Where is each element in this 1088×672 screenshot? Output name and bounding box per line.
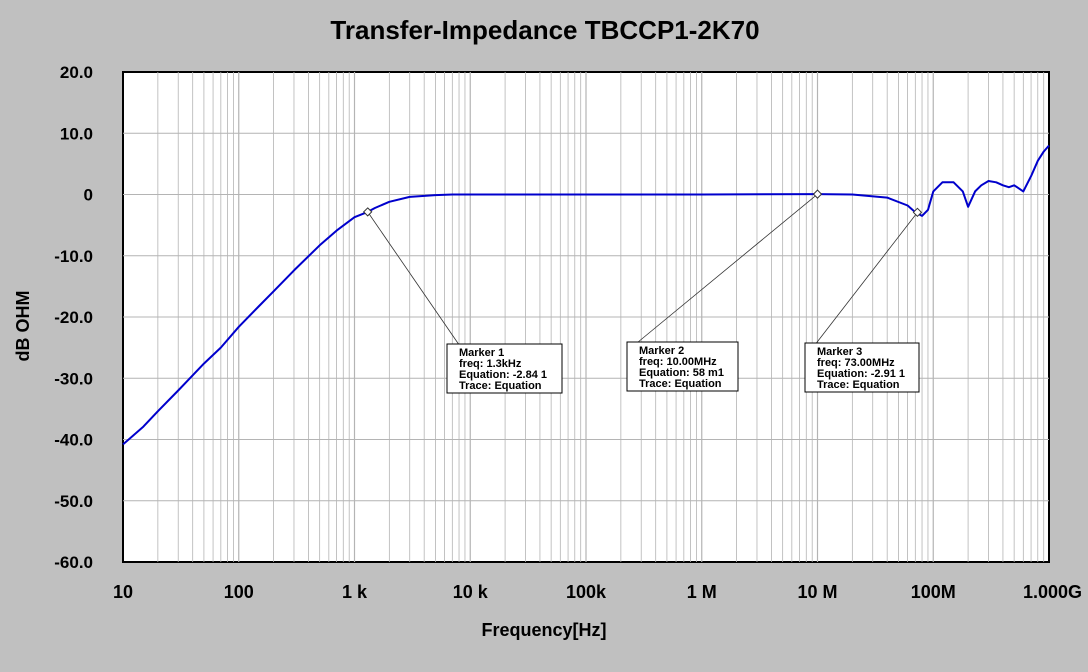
grid-lines (123, 72, 1049, 562)
x-axis-label: Frequency[Hz] (481, 620, 606, 640)
marker-point (912, 207, 923, 218)
marker-leader-line (816, 212, 918, 344)
marker-point (812, 189, 823, 199)
marker-box (626, 341, 739, 392)
marker-text: freq: 10.00MHz (639, 356, 717, 368)
trace-line (122, 144, 1050, 446)
y-tick-label: -60.0 (54, 553, 93, 572)
x-tick-label: 1 k (342, 582, 368, 602)
marker-text: Trace: Equation (459, 380, 542, 392)
x-tick-label: 100M (911, 582, 956, 602)
y-tick-label: 10.0 (60, 124, 93, 143)
marker-text: freq: 1.3kHz (459, 358, 522, 370)
x-tick-label: 10 M (797, 582, 837, 602)
y-tick-label: -10.0 (54, 247, 93, 266)
x-axis-ticks: 10 100 1 k 10 k 100k 1 M 10 M 100M 1.000G (113, 582, 1082, 602)
x-tick-label: 1 M (687, 582, 717, 602)
marker-text: Marker 3 (817, 346, 862, 358)
marker-text: Marker 1 (459, 347, 504, 359)
marker-box (804, 342, 920, 393)
marker-leader-line (637, 193, 818, 343)
marker-text: freq: 73.00MHz (817, 357, 895, 369)
marker-text: Marker 2 (639, 345, 684, 357)
marker-box (446, 343, 563, 394)
y-tick-label: -40.0 (54, 431, 93, 450)
marker-point (362, 207, 373, 217)
x-tick-label: 10 (113, 582, 133, 602)
y-axis-label: dB OHM (13, 291, 33, 362)
marker-text: Equation: -2.91 1 (817, 368, 905, 380)
marker-leader-line (367, 211, 459, 345)
x-tick-label: 1.000G (1023, 582, 1082, 602)
marker-text: Equation: 58 m1 (639, 367, 724, 379)
chart-title: Transfer-Impedance TBCCP1-2K70 (330, 15, 759, 45)
x-tick-label: 100 (224, 582, 254, 602)
marker-text: Equation: -2.84 1 (459, 369, 547, 381)
y-tick-label: -20.0 (54, 308, 93, 327)
marker-text: Trace: Equation (639, 378, 722, 390)
y-tick-label: 0 (84, 186, 93, 205)
y-axis-ticks: 20.0 10.0 0 -10.0 -20.0 -30.0 -40.0 -50.0 -60.0 (54, 63, 93, 572)
trace (122, 144, 1050, 446)
y-tick-label: 20.0 (60, 63, 93, 82)
marker-text: Trace: Equation (817, 379, 900, 391)
y-tick-label: -50.0 (54, 492, 93, 511)
x-tick-label: 100k (566, 582, 607, 602)
y-tick-label: -30.0 (54, 369, 93, 388)
x-tick-label: 10 k (453, 582, 489, 602)
